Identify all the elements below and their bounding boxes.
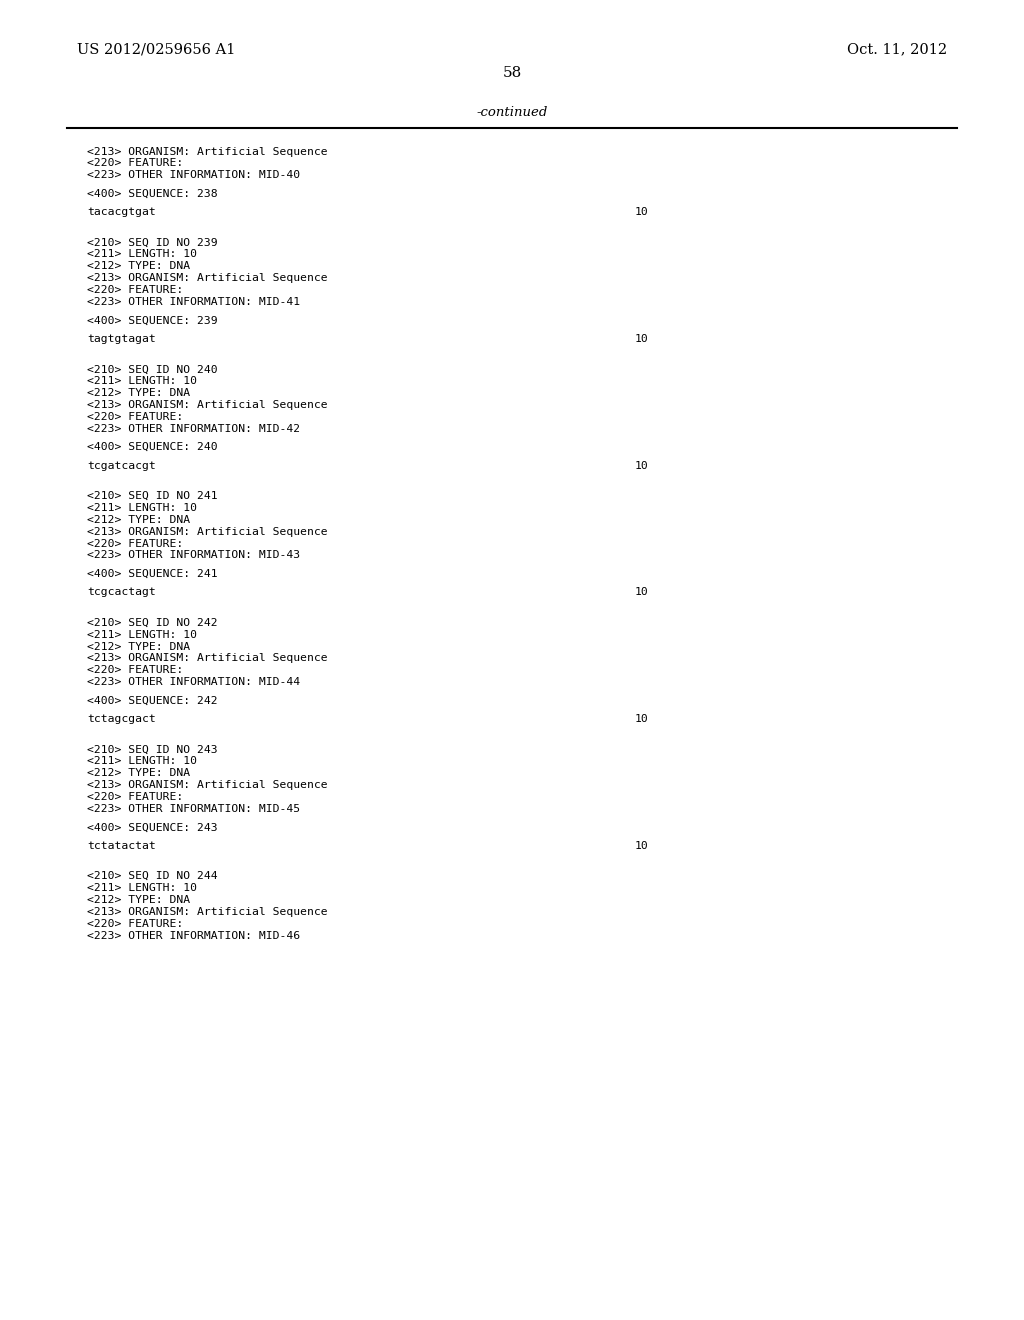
Text: US 2012/0259656 A1: US 2012/0259656 A1: [77, 42, 236, 57]
Text: <212> TYPE: DNA: <212> TYPE: DNA: [87, 768, 190, 779]
Text: <212> TYPE: DNA: <212> TYPE: DNA: [87, 515, 190, 525]
Text: <213> ORGANISM: Artificial Sequence: <213> ORGANISM: Artificial Sequence: [87, 653, 328, 664]
Text: tcgatcacgt: tcgatcacgt: [87, 461, 156, 471]
Text: tctagcgact: tctagcgact: [87, 714, 156, 725]
Text: <211> LENGTH: 10: <211> LENGTH: 10: [87, 376, 197, 387]
Text: <400> SEQUENCE: 243: <400> SEQUENCE: 243: [87, 822, 218, 833]
Text: <220> FEATURE:: <220> FEATURE:: [87, 792, 183, 803]
Text: <223> OTHER INFORMATION: MID-46: <223> OTHER INFORMATION: MID-46: [87, 931, 300, 941]
Text: <400> SEQUENCE: 240: <400> SEQUENCE: 240: [87, 442, 218, 453]
Text: Oct. 11, 2012: Oct. 11, 2012: [847, 42, 947, 57]
Text: tacacgtgat: tacacgtgat: [87, 207, 156, 218]
Text: <220> FEATURE:: <220> FEATURE:: [87, 919, 183, 929]
Text: <223> OTHER INFORMATION: MID-42: <223> OTHER INFORMATION: MID-42: [87, 424, 300, 434]
Text: <223> OTHER INFORMATION: MID-44: <223> OTHER INFORMATION: MID-44: [87, 677, 300, 688]
Text: <210> SEQ ID NO 242: <210> SEQ ID NO 242: [87, 618, 218, 628]
Text: <213> ORGANISM: Artificial Sequence: <213> ORGANISM: Artificial Sequence: [87, 527, 328, 537]
Text: <400> SEQUENCE: 239: <400> SEQUENCE: 239: [87, 315, 218, 326]
Text: tcgcactagt: tcgcactagt: [87, 587, 156, 598]
Text: <210> SEQ ID NO 243: <210> SEQ ID NO 243: [87, 744, 218, 755]
Text: <223> OTHER INFORMATION: MID-40: <223> OTHER INFORMATION: MID-40: [87, 170, 300, 181]
Text: <212> TYPE: DNA: <212> TYPE: DNA: [87, 261, 190, 272]
Text: <212> TYPE: DNA: <212> TYPE: DNA: [87, 388, 190, 399]
Text: 10: 10: [635, 461, 648, 471]
Text: <223> OTHER INFORMATION: MID-41: <223> OTHER INFORMATION: MID-41: [87, 297, 300, 308]
Text: <211> LENGTH: 10: <211> LENGTH: 10: [87, 883, 197, 894]
Text: <211> LENGTH: 10: <211> LENGTH: 10: [87, 630, 197, 640]
Text: <213> ORGANISM: Artificial Sequence: <213> ORGANISM: Artificial Sequence: [87, 273, 328, 284]
Text: -continued: -continued: [476, 106, 548, 119]
Text: <210> SEQ ID NO 241: <210> SEQ ID NO 241: [87, 491, 218, 502]
Text: <400> SEQUENCE: 242: <400> SEQUENCE: 242: [87, 696, 218, 706]
Text: <220> FEATURE:: <220> FEATURE:: [87, 412, 183, 422]
Text: <213> ORGANISM: Artificial Sequence: <213> ORGANISM: Artificial Sequence: [87, 780, 328, 791]
Text: <210> SEQ ID NO 244: <210> SEQ ID NO 244: [87, 871, 218, 882]
Text: <213> ORGANISM: Artificial Sequence: <213> ORGANISM: Artificial Sequence: [87, 907, 328, 917]
Text: 10: 10: [635, 841, 648, 851]
Text: tctatactat: tctatactat: [87, 841, 156, 851]
Text: <223> OTHER INFORMATION: MID-45: <223> OTHER INFORMATION: MID-45: [87, 804, 300, 814]
Text: <212> TYPE: DNA: <212> TYPE: DNA: [87, 642, 190, 652]
Text: 10: 10: [635, 587, 648, 598]
Text: <220> FEATURE:: <220> FEATURE:: [87, 539, 183, 549]
Text: 10: 10: [635, 334, 648, 345]
Text: <213> ORGANISM: Artificial Sequence: <213> ORGANISM: Artificial Sequence: [87, 147, 328, 157]
Text: <210> SEQ ID NO 239: <210> SEQ ID NO 239: [87, 238, 218, 248]
Text: <400> SEQUENCE: 238: <400> SEQUENCE: 238: [87, 189, 218, 199]
Text: <220> FEATURE:: <220> FEATURE:: [87, 665, 183, 676]
Text: 10: 10: [635, 714, 648, 725]
Text: <400> SEQUENCE: 241: <400> SEQUENCE: 241: [87, 569, 218, 579]
Text: 58: 58: [503, 66, 521, 79]
Text: <211> LENGTH: 10: <211> LENGTH: 10: [87, 249, 197, 260]
Text: <210> SEQ ID NO 240: <210> SEQ ID NO 240: [87, 364, 218, 375]
Text: <220> FEATURE:: <220> FEATURE:: [87, 158, 183, 169]
Text: <213> ORGANISM: Artificial Sequence: <213> ORGANISM: Artificial Sequence: [87, 400, 328, 411]
Text: 10: 10: [635, 207, 648, 218]
Text: <223> OTHER INFORMATION: MID-43: <223> OTHER INFORMATION: MID-43: [87, 550, 300, 561]
Text: <211> LENGTH: 10: <211> LENGTH: 10: [87, 756, 197, 767]
Text: <212> TYPE: DNA: <212> TYPE: DNA: [87, 895, 190, 906]
Text: <220> FEATURE:: <220> FEATURE:: [87, 285, 183, 296]
Text: tagtgtagat: tagtgtagat: [87, 334, 156, 345]
Text: <211> LENGTH: 10: <211> LENGTH: 10: [87, 503, 197, 513]
